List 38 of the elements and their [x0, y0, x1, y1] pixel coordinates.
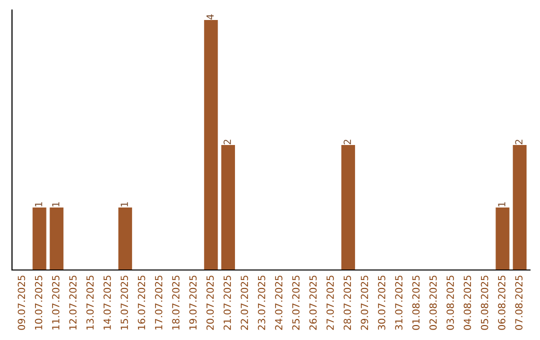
data-label: 1 [120, 202, 128, 206]
x-tick-label: 26.07.2025 [309, 276, 317, 330]
x-tick-label: 04.08.2025 [464, 276, 472, 330]
x-tick-label: 30.07.2025 [378, 276, 386, 330]
x-tick-label: 03.08.2025 [446, 276, 454, 330]
x-tick-label: 09.07.2025 [18, 276, 26, 330]
data-label: 1 [52, 202, 60, 206]
x-tick-label: 28.07.2025 [344, 276, 352, 330]
x-tick-label: 21.07.2025 [224, 276, 231, 330]
x-tick-label: 20.07.2025 [206, 276, 214, 330]
x-tick-label: 25.07.2025 [292, 276, 300, 330]
data-label: 1 [35, 202, 42, 206]
x-tick-label: 13.07.2025 [86, 276, 94, 330]
data-label: 2 [515, 140, 522, 144]
x-tick-label: 10.07.2025 [34, 276, 42, 330]
x-tick-label: 27.07.2025 [326, 276, 334, 330]
x-tick-label: 18.07.2025 [172, 276, 180, 330]
x-tick-label: 07.08.2025 [515, 276, 523, 330]
x-tick-label: 24.07.2025 [275, 276, 282, 330]
x-tick-label: 11.07.2025 [52, 276, 60, 330]
x-tick-label: 19.07.2025 [189, 276, 197, 330]
x-tick-label: 15.07.2025 [120, 276, 128, 330]
x-tick-label: 14.07.2025 [104, 276, 111, 330]
data-label: 4 [206, 14, 214, 20]
data-label: 2 [224, 140, 231, 144]
x-tick-label: 23.07.2025 [258, 276, 266, 330]
x-tick-label: 16.07.2025 [138, 276, 146, 330]
x-tick-label: 05.08.2025 [480, 276, 488, 330]
x-tick-label: 12.07.2025 [69, 276, 77, 330]
x-tick-label: 17.07.2025 [154, 276, 162, 330]
x-tick-label: 22.07.2025 [240, 276, 248, 330]
x-tick-label: 02.08.2025 [429, 276, 437, 330]
data-label: 2 [344, 140, 351, 144]
x-tick-label: 29.07.2025 [360, 276, 368, 330]
data-label: 1 [498, 202, 506, 206]
x-tick-label: 06.08.2025 [498, 276, 506, 330]
x-tick-label: 31.07.2025 [395, 276, 402, 330]
x-tick-label: 01.08.2025 [412, 276, 420, 330]
